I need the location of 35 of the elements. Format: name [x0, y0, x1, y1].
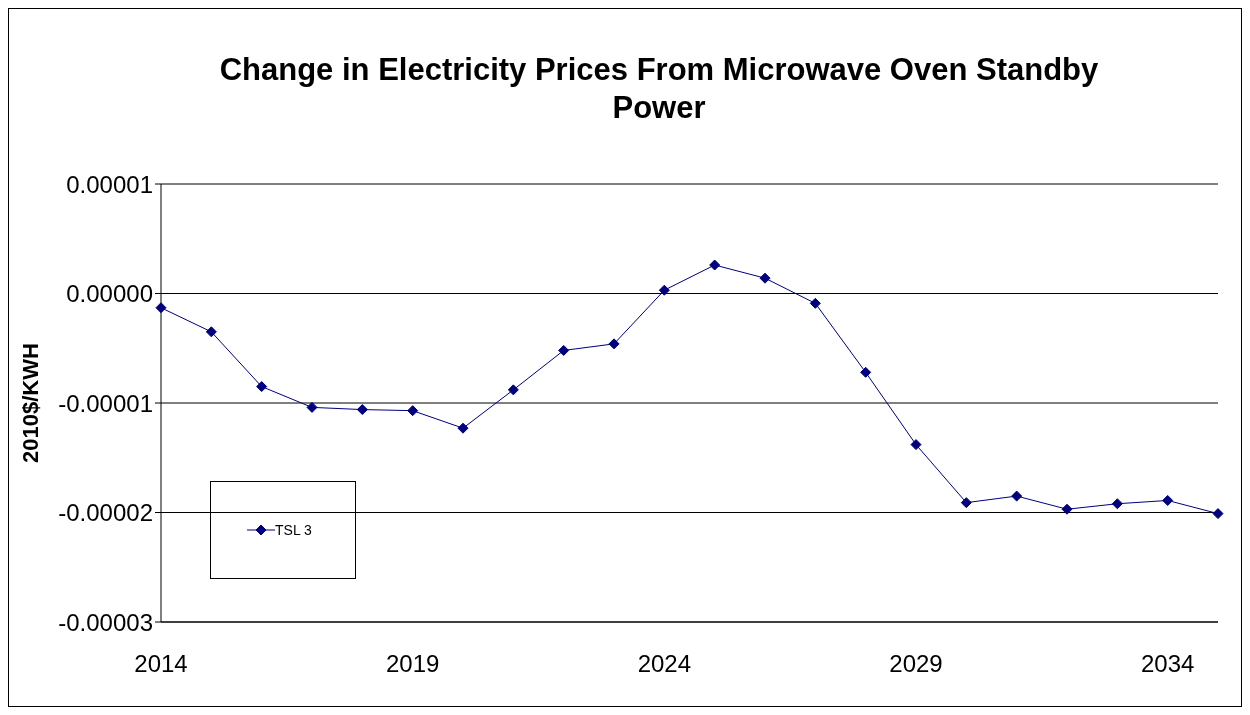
- point: [205, 326, 217, 338]
- x-tick-label: 2034: [1140, 650, 1195, 678]
- x-tick-label: 2019: [385, 650, 440, 678]
- point: [558, 344, 570, 356]
- point: [1061, 503, 1073, 515]
- point: [658, 284, 670, 296]
- point: [960, 497, 972, 509]
- x-tick-label: 2029: [889, 650, 943, 678]
- y-axis-title: 2010$/KWH: [17, 343, 43, 463]
- point: [407, 405, 419, 417]
- legend-label: TSL 3: [275, 522, 312, 538]
- y-tick-label: 0.00000: [66, 280, 153, 308]
- point: [256, 381, 268, 393]
- y-tick-label: -0.00003: [58, 608, 153, 636]
- x-tick-label: 2014: [134, 650, 188, 678]
- point: [608, 338, 620, 350]
- point: [860, 366, 872, 378]
- chart-title: Change in Electricity Prices From Microwave Oven Standby Power: [218, 51, 1100, 127]
- y-tick-label: 0.00001: [66, 170, 153, 198]
- y-tick-label: -0.00002: [58, 499, 153, 527]
- point: [1011, 490, 1023, 502]
- point: [709, 259, 721, 271]
- x-tick-label: 2024: [637, 650, 692, 678]
- point: [306, 401, 318, 413]
- point: [1162, 494, 1174, 506]
- point: [356, 404, 368, 416]
- point: [1111, 498, 1123, 510]
- point: [809, 297, 821, 309]
- point: [507, 384, 519, 396]
- point: [910, 439, 922, 451]
- point: [155, 302, 167, 314]
- point: [759, 272, 771, 284]
- point: [457, 422, 469, 434]
- point: [1212, 508, 1224, 520]
- y-tick-label: -0.00001: [58, 389, 153, 417]
